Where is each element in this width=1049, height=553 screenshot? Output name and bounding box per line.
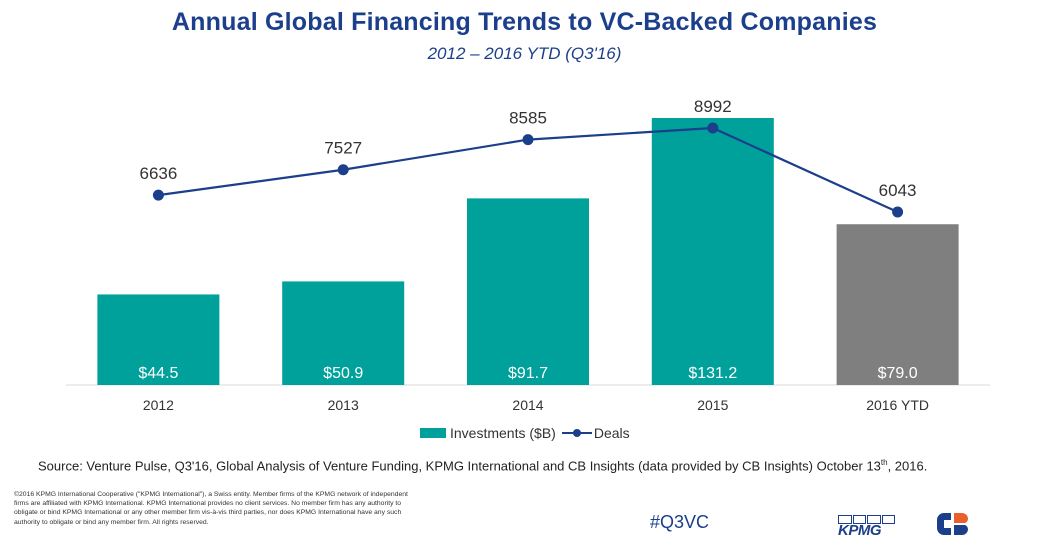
deals-value-label: 7527	[324, 139, 362, 158]
bar-2016-ytd	[836, 224, 959, 385]
deals-value-label: 8585	[509, 109, 547, 128]
chart-legend: Investments ($B) Deals	[420, 424, 630, 442]
deals-point	[892, 206, 904, 218]
source-text: Source: Venture Pulse, Q3'16, Global Ana…	[38, 458, 881, 474]
legend-investments-swatch	[420, 428, 446, 438]
bar-value-label: $79.0	[878, 365, 918, 382]
deals-point	[522, 134, 534, 146]
deals-value-label: 6636	[139, 164, 177, 183]
bar-2012	[97, 294, 220, 385]
copyright-notice: ©2016 KPMG International Cooperative ("K…	[14, 491, 408, 526]
legend-deals-marker	[561, 426, 592, 440]
x-tick-label: 2016 YTD	[866, 397, 929, 413]
deals-value-label: 8992	[694, 97, 732, 116]
source-superscript: th	[880, 458, 888, 467]
deals-point	[337, 164, 349, 176]
x-tick-label: 2012	[143, 397, 174, 413]
x-tick-label: 2013	[328, 397, 359, 413]
bar-value-label: $50.9	[323, 365, 363, 382]
kpmg-logo: KPMG	[838, 515, 896, 539]
source-note: Source: Venture Pulse, Q3'16, Global Ana…	[38, 458, 927, 473]
source-text-end: , 2016.	[887, 458, 928, 474]
bar-2013	[282, 281, 405, 385]
bar-value-label: $91.7	[508, 365, 548, 382]
cb-insights-logo	[937, 513, 968, 535]
x-tick-label: 2014	[512, 397, 543, 413]
legend-investments-label: Investments ($B)	[450, 425, 556, 441]
x-tick-label: 2015	[697, 397, 728, 413]
deals-point	[707, 122, 719, 134]
bar-value-label: $131.2	[688, 365, 737, 382]
hashtag: #Q3VC	[650, 512, 710, 532]
deals-value-label: 6043	[879, 181, 917, 200]
kpmg-logo-boxes	[838, 515, 896, 524]
chart-subtitle: 2012 – 2016 YTD (Q3'16)	[427, 44, 622, 63]
bar-value-label: $44.5	[138, 365, 178, 382]
chart-title: Annual Global Financing Trends to VC-Bac…	[171, 8, 878, 36]
deals-point	[152, 189, 164, 201]
kpmg-logo-text: KPMG	[838, 522, 882, 539]
legend-deals-label: Deals	[593, 425, 630, 441]
bar-2014	[467, 198, 589, 385]
bar-2015	[651, 118, 774, 386]
